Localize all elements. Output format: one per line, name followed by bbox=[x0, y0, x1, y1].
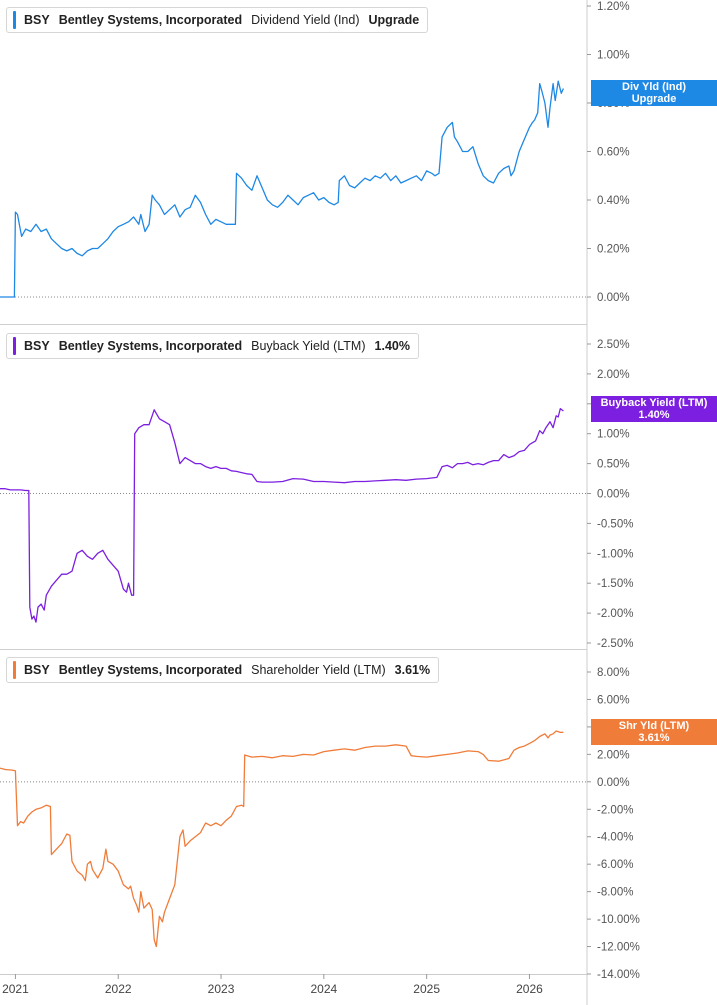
y-tick-label: -6.00% bbox=[597, 859, 633, 871]
series-color-swatch bbox=[13, 11, 16, 29]
legend-buyback-yield: BSY Bentley Systems, Incorporated Buybac… bbox=[6, 333, 419, 359]
y-tick-label: 1.20% bbox=[597, 1, 630, 13]
last-value-tag-buyback: Buyback Yield (LTM) 1.40% bbox=[591, 396, 717, 422]
x-tick-label: 2021 bbox=[2, 982, 29, 996]
legend-metric: Shareholder Yield (LTM) bbox=[251, 663, 386, 677]
last-value-tag-dividend: Div Yld (Ind) Upgrade bbox=[591, 80, 717, 106]
legend-ticker: BSY bbox=[24, 13, 50, 27]
y-tick-label: -2.50% bbox=[597, 638, 633, 650]
x-tick-label: 2024 bbox=[310, 982, 337, 996]
y-tick-label: 6.00% bbox=[597, 694, 630, 706]
legend-company: Bentley Systems, Incorporated bbox=[58, 339, 243, 353]
y-tick-label: -1.00% bbox=[597, 548, 633, 560]
tag-label: Buyback Yield (LTM) bbox=[600, 397, 708, 409]
y-tick-label: 0.50% bbox=[597, 459, 630, 471]
tag-value: Upgrade bbox=[631, 93, 677, 105]
legend-company: Bentley Systems, Incorporated bbox=[58, 663, 243, 677]
legend-dividend-yield: BSY Bentley Systems, Incorporated Divide… bbox=[6, 7, 429, 33]
y-tick-label: 0.60% bbox=[597, 147, 630, 159]
y-tick-label: 0.00% bbox=[597, 777, 630, 789]
y-tick-label: -14.00% bbox=[597, 969, 640, 981]
y-tick-label: 2.50% bbox=[597, 339, 630, 351]
y-tick-label: -12.00% bbox=[597, 942, 640, 954]
y-tick-label: 0.00% bbox=[597, 292, 630, 304]
y-tick-label: 0.00% bbox=[597, 489, 630, 501]
series-line bbox=[0, 730, 564, 948]
y-tick-label: 0.40% bbox=[597, 195, 630, 207]
y-tick-label: 2.00% bbox=[597, 369, 630, 381]
tag-value: 3.61% bbox=[638, 732, 670, 744]
series-color-swatch bbox=[13, 337, 16, 355]
legend-value: Upgrade bbox=[368, 13, 420, 27]
x-tick-label: 2022 bbox=[105, 982, 132, 996]
y-tick-label: -4.00% bbox=[597, 832, 633, 844]
legend-metric: Dividend Yield (Ind) bbox=[251, 13, 360, 27]
series-line bbox=[0, 407, 564, 623]
tag-label: Div Yld (Ind) bbox=[622, 81, 686, 93]
y-tick-label: -0.50% bbox=[597, 518, 633, 530]
x-tick-label: 2025 bbox=[413, 982, 440, 996]
last-value-tag-shareholder: Shr Yld (LTM) 3.61% bbox=[591, 719, 717, 745]
y-tick-label: 0.20% bbox=[597, 244, 630, 256]
x-tick-label: 2026 bbox=[516, 982, 543, 996]
legend-company: Bentley Systems, Incorporated bbox=[58, 13, 243, 27]
series-color-swatch bbox=[13, 661, 16, 679]
y-tick-label: -2.00% bbox=[597, 608, 633, 620]
series-line bbox=[0, 80, 564, 298]
legend-ticker: BSY bbox=[24, 339, 50, 353]
y-tick-label: 1.00% bbox=[597, 429, 630, 441]
y-tick-label: 2.00% bbox=[597, 749, 630, 761]
y-tick-label: -10.00% bbox=[597, 914, 640, 926]
y-tick-label: 1.00% bbox=[597, 50, 630, 62]
y-tick-label: -2.00% bbox=[597, 804, 633, 816]
tag-value: 1.40% bbox=[638, 409, 670, 421]
legend-value: 3.61% bbox=[394, 663, 431, 677]
legend-value: 1.40% bbox=[374, 339, 410, 353]
legend-shareholder-yield: BSY Bentley Systems, Incorporated Shareh… bbox=[6, 657, 440, 683]
y-tick-label: 8.00% bbox=[597, 667, 630, 679]
legend-ticker: BSY bbox=[24, 663, 50, 677]
y-tick-label: -8.00% bbox=[597, 887, 633, 899]
legend-metric: Buyback Yield (LTM) bbox=[251, 339, 366, 353]
y-tick-label: -1.50% bbox=[597, 578, 633, 590]
tag-label: Shr Yld (LTM) bbox=[618, 720, 690, 732]
x-tick-label: 2023 bbox=[208, 982, 235, 996]
